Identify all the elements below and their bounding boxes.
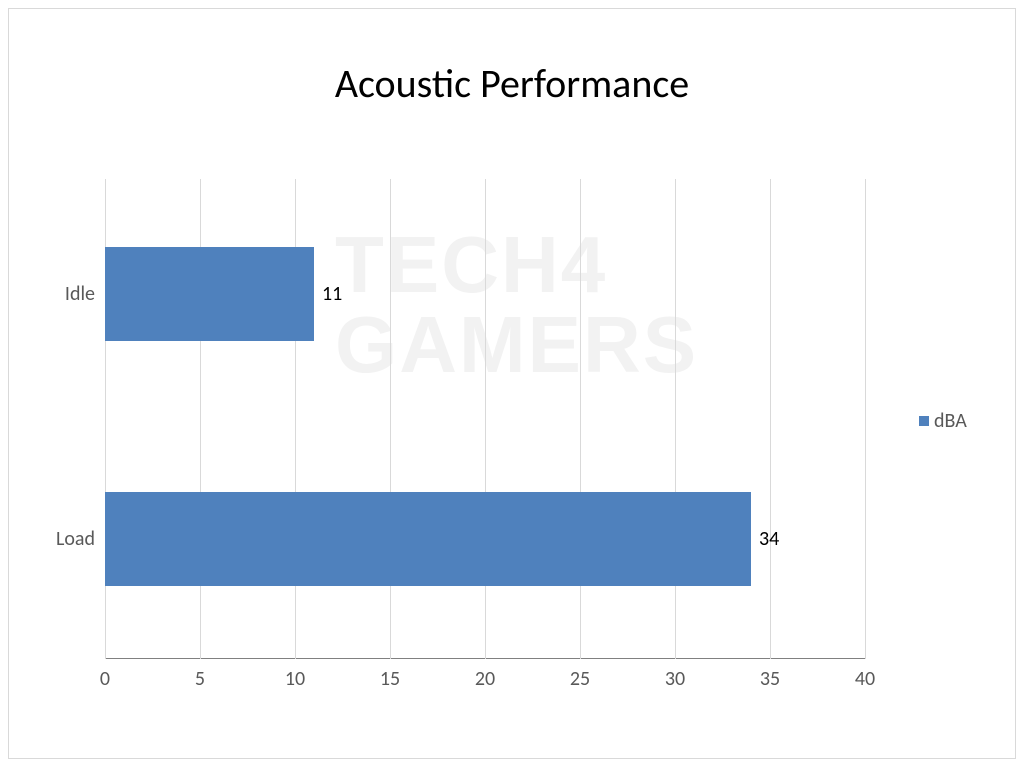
x-tick-label: 10: [285, 667, 305, 691]
gridline: [865, 179, 866, 659]
gridline: [770, 179, 771, 659]
y-tick-label: Load: [56, 527, 95, 551]
bar: [105, 247, 314, 341]
gridline: [580, 179, 581, 659]
chart-container: Acoustic Performance TECH4 GAMERS 051015…: [8, 8, 1016, 759]
legend-label: dBA: [934, 409, 967, 433]
x-tick-label: 20: [475, 667, 495, 691]
x-tick-label: 25: [570, 667, 590, 691]
data-label: 11: [322, 282, 342, 306]
x-tick-label: 35: [760, 667, 780, 691]
legend: dBA: [919, 409, 967, 433]
data-label: 34: [759, 527, 779, 551]
chart-title: Acoustic Performance: [9, 59, 1015, 108]
x-tick-label: 15: [380, 667, 400, 691]
watermark-line1: TECH4: [335, 229, 607, 301]
y-tick-label: Idle: [65, 282, 95, 306]
bar: [105, 492, 751, 586]
x-tick-label: 5: [195, 667, 205, 691]
gridline: [485, 179, 486, 659]
gridline: [390, 179, 391, 659]
x-tick-label: 40: [855, 667, 875, 691]
x-tick-label: 30: [665, 667, 685, 691]
x-tick-label: 0: [100, 667, 110, 691]
plot-area: TECH4 GAMERS 051015202530354011Idle34Loa…: [105, 179, 865, 659]
gridline: [675, 179, 676, 659]
legend-swatch: [919, 416, 929, 426]
